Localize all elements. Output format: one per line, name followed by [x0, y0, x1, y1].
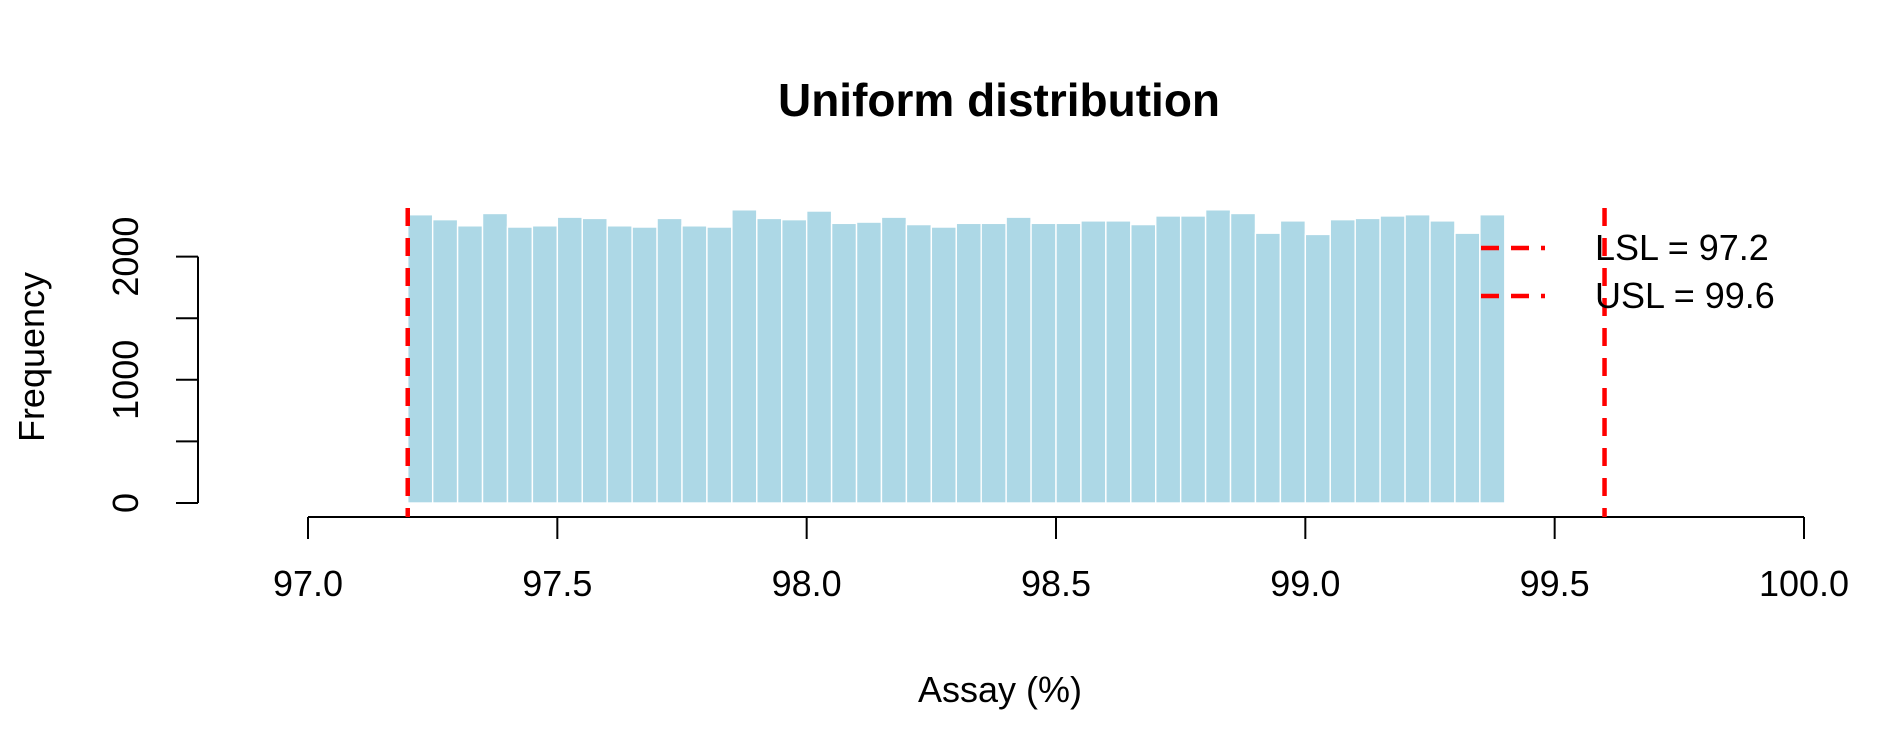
histogram-bar — [1354, 217, 1381, 504]
spec-limit-lines — [405, 208, 1607, 517]
histogram-bar — [431, 218, 459, 504]
histogram-bar — [756, 217, 783, 504]
histogram-bar — [556, 216, 583, 504]
histogram-bar — [1254, 232, 1282, 504]
histogram-bar — [880, 216, 908, 504]
histogram-bar — [531, 225, 559, 504]
y-axis: 0 1000 2000 — [105, 217, 199, 513]
histogram-bar — [1429, 220, 1456, 504]
histogram-bar — [407, 214, 434, 504]
x-tick-label: 98.0 — [772, 563, 842, 604]
histogram-bar — [1479, 214, 1506, 504]
y-tick-label: 2000 — [105, 217, 146, 297]
histogram-bar — [980, 222, 1007, 504]
histogram-bar — [1179, 215, 1207, 504]
histogram-bar — [456, 225, 484, 504]
histogram-bar — [1080, 220, 1107, 504]
histogram-bar — [1454, 232, 1481, 504]
legend: LSL = 97.2 USL = 99.6 — [1481, 227, 1775, 316]
histogram-bar — [955, 222, 982, 504]
x-tick-label: 99.5 — [1520, 563, 1590, 604]
x-tick-label: 97.0 — [273, 563, 343, 604]
x-tick-label: 98.5 — [1021, 563, 1091, 604]
y-tick-label: 0 — [105, 493, 146, 513]
histogram-bar — [606, 225, 633, 504]
legend-label: LSL = 97.2 — [1595, 227, 1769, 268]
histogram-bar — [781, 218, 808, 504]
y-tick-label: 1000 — [105, 340, 146, 420]
histogram-bar — [681, 225, 708, 504]
histogram-bar — [1329, 218, 1356, 504]
histogram-bar — [905, 223, 933, 504]
bars-group — [407, 209, 1506, 504]
histogram-bar — [506, 226, 534, 504]
histogram-bar — [656, 217, 683, 504]
histogram-bar — [1055, 222, 1082, 504]
histogram-bar — [1379, 215, 1406, 504]
x-axis: 97.0 97.5 98.0 98.5 99.0 99.5 100.0 — [273, 516, 1849, 604]
x-tick-label: 99.0 — [1270, 563, 1340, 604]
chart-title: Uniform distribution — [778, 74, 1220, 126]
histogram-bar — [1304, 233, 1331, 504]
histogram-bar — [1404, 214, 1431, 504]
histogram-bar — [1229, 212, 1257, 504]
histogram-bar — [1130, 223, 1157, 504]
legend-label: USL = 99.6 — [1595, 275, 1775, 316]
histogram-bar — [855, 221, 883, 504]
histogram-bar — [581, 217, 608, 504]
histogram-bar — [830, 222, 858, 504]
x-axis-label: Assay (%) — [918, 669, 1082, 710]
histogram-bar — [805, 210, 833, 504]
histogram-bar — [1030, 222, 1057, 504]
histogram-bar — [1105, 220, 1132, 504]
histogram-bar — [1279, 220, 1307, 504]
histogram-bar — [731, 209, 758, 504]
x-tick-label: 100.0 — [1759, 563, 1849, 604]
y-axis-label: Frequency — [11, 272, 52, 442]
histogram-bar — [930, 226, 957, 504]
histogram-bar — [706, 226, 733, 504]
x-tick-label: 97.5 — [522, 563, 592, 604]
histogram-bar — [1155, 215, 1182, 504]
histogram-bar — [631, 226, 658, 504]
histogram-bar — [1204, 209, 1232, 504]
histogram-bar — [481, 212, 509, 504]
histogram-bar — [1005, 216, 1032, 504]
